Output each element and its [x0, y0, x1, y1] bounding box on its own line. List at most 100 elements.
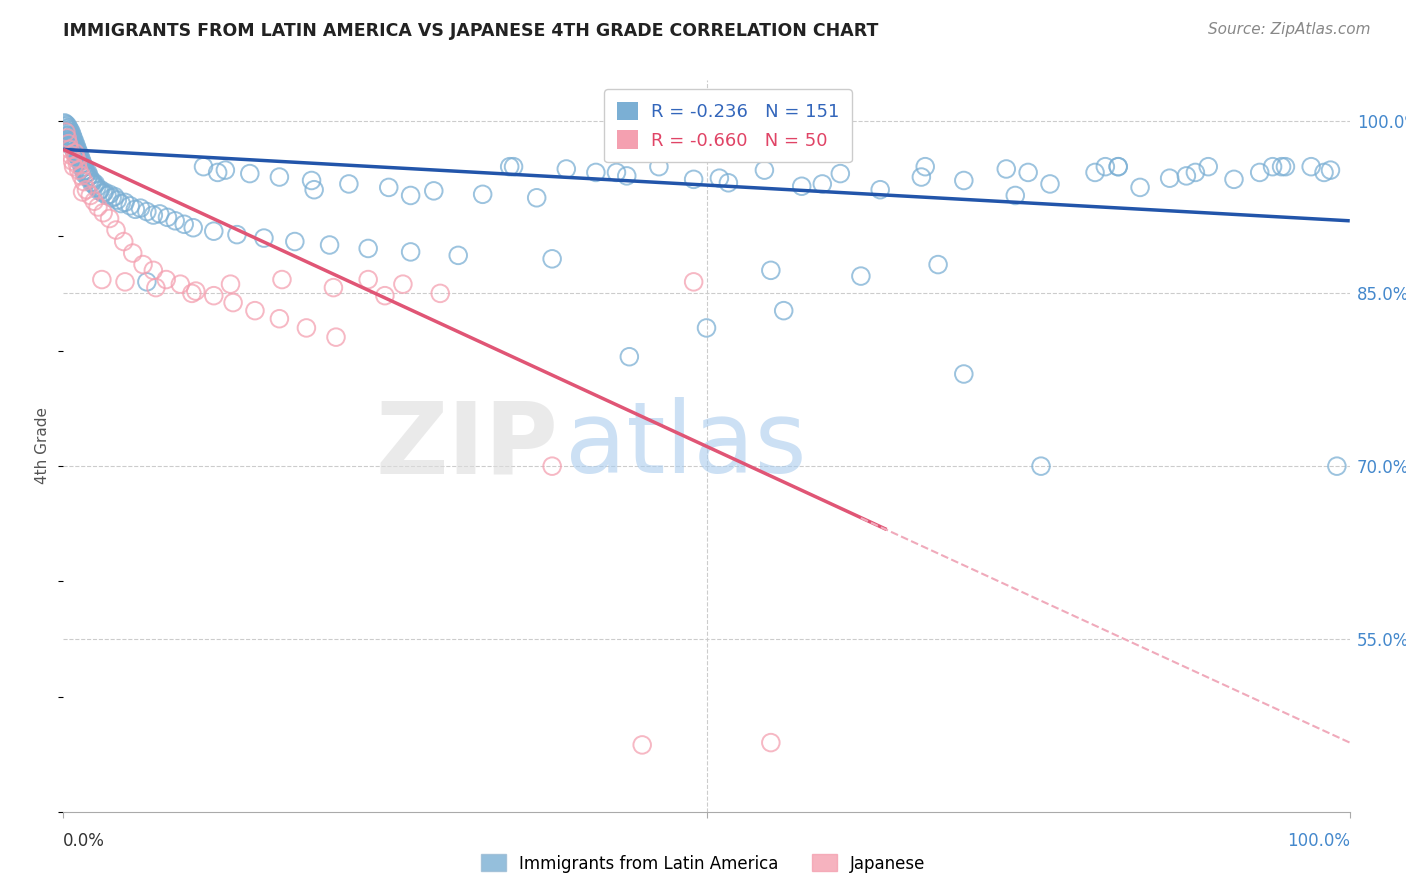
- Point: [1107, 160, 1129, 174]
- Legend: R = -0.236   N = 151, R = -0.660   N = 50: R = -0.236 N = 151, R = -0.660 N = 50: [605, 89, 852, 162]
- Point: [91, 206, 114, 220]
- Point: [374, 288, 396, 302]
- Point: [399, 188, 422, 202]
- Point: [58, 120, 80, 135]
- Point: [75, 183, 97, 197]
- Point: [59, 134, 82, 148]
- Point: [377, 180, 399, 194]
- Point: [89, 184, 111, 198]
- Point: [132, 258, 155, 272]
- Point: [55, 125, 77, 139]
- Point: [790, 179, 813, 194]
- Point: [76, 169, 98, 184]
- Point: [65, 144, 87, 158]
- Point: [202, 288, 225, 302]
- Point: [96, 188, 118, 202]
- Point: [202, 224, 225, 238]
- Point: [357, 272, 380, 286]
- Point: [60, 133, 83, 147]
- Point: [1261, 160, 1284, 174]
- Point: [65, 152, 87, 166]
- Point: [70, 169, 93, 183]
- Point: [910, 169, 932, 184]
- Point: [142, 208, 165, 222]
- Point: [66, 147, 89, 161]
- Point: [98, 211, 121, 226]
- Point: [73, 175, 96, 189]
- Point: [284, 235, 307, 249]
- Point: [79, 188, 101, 202]
- Point: [1197, 160, 1219, 174]
- Point: [69, 153, 91, 168]
- Point: [1249, 165, 1271, 179]
- Point: [56, 121, 79, 136]
- Point: [67, 151, 90, 165]
- Point: [302, 183, 325, 197]
- Point: [1271, 160, 1294, 174]
- Point: [59, 148, 82, 162]
- Point: [59, 123, 82, 137]
- Point: [682, 172, 704, 186]
- Text: Source: ZipAtlas.com: Source: ZipAtlas.com: [1208, 22, 1371, 37]
- Point: [149, 207, 172, 221]
- Point: [1184, 165, 1206, 179]
- Point: [59, 132, 82, 146]
- Point: [55, 117, 77, 131]
- Point: [1326, 459, 1348, 474]
- Point: [754, 163, 776, 178]
- Point: [1029, 459, 1052, 474]
- Point: [811, 177, 834, 191]
- Point: [318, 238, 340, 252]
- Point: [155, 272, 177, 286]
- Point: [75, 163, 97, 178]
- Point: [124, 202, 146, 217]
- Point: [322, 280, 344, 294]
- Point: [58, 125, 80, 139]
- Point: [499, 160, 522, 174]
- Point: [271, 272, 294, 286]
- Point: [222, 295, 245, 310]
- Point: [58, 128, 80, 143]
- Point: [717, 176, 740, 190]
- Legend: Immigrants from Latin America, Japanese: Immigrants from Latin America, Japanese: [474, 847, 932, 880]
- Point: [83, 178, 105, 193]
- Point: [93, 185, 115, 199]
- Point: [90, 272, 112, 286]
- Point: [555, 161, 578, 176]
- Point: [759, 736, 782, 750]
- Point: [772, 303, 794, 318]
- Text: atlas: atlas: [565, 398, 807, 494]
- Point: [1223, 172, 1246, 186]
- Point: [75, 168, 97, 182]
- Point: [541, 252, 564, 266]
- Point: [526, 191, 548, 205]
- Point: [709, 171, 731, 186]
- Point: [1313, 165, 1336, 179]
- Point: [869, 183, 891, 197]
- Point: [301, 173, 323, 187]
- Point: [173, 217, 195, 231]
- Point: [69, 149, 91, 163]
- Point: [1159, 171, 1181, 186]
- Point: [243, 303, 266, 318]
- Point: [269, 169, 291, 184]
- Point: [90, 183, 112, 197]
- Point: [429, 286, 451, 301]
- Point: [169, 277, 191, 292]
- Point: [55, 120, 77, 134]
- Text: IMMIGRANTS FROM LATIN AMERICA VS JAPANESE 4TH GRADE CORRELATION CHART: IMMIGRANTS FROM LATIN AMERICA VS JAPANES…: [63, 22, 879, 40]
- Point: [66, 142, 89, 156]
- Point: [59, 139, 82, 153]
- Point: [682, 275, 704, 289]
- Point: [67, 163, 90, 178]
- Point: [135, 275, 157, 289]
- Point: [927, 258, 949, 272]
- Point: [129, 201, 152, 215]
- Point: [112, 235, 135, 249]
- Point: [145, 280, 167, 294]
- Point: [135, 204, 157, 219]
- Point: [62, 160, 84, 174]
- Text: 100.0%: 100.0%: [1286, 832, 1350, 850]
- Point: [53, 116, 76, 130]
- Point: [59, 142, 82, 156]
